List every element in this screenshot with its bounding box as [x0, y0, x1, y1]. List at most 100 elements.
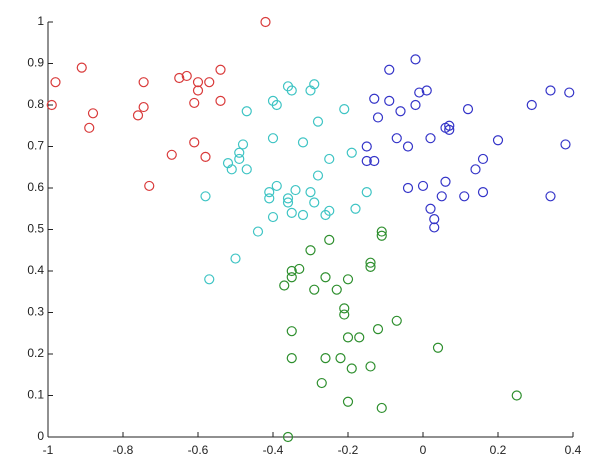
point	[402, 182, 414, 194]
point	[342, 274, 354, 285]
point	[181, 70, 192, 82]
point	[215, 64, 226, 75]
point	[335, 353, 346, 364]
x-tick-label: -0.4	[263, 443, 284, 457]
point	[226, 164, 237, 175]
x-tick-label: -0.2	[338, 443, 359, 457]
point	[234, 153, 245, 165]
point	[459, 191, 470, 202]
point	[189, 97, 200, 109]
point	[260, 16, 271, 28]
point	[297, 209, 309, 221]
point	[282, 193, 294, 204]
x-tick-label: 0.4	[565, 443, 582, 457]
point	[200, 191, 211, 202]
point	[320, 353, 331, 364]
y-tick-label: 0.5	[27, 222, 44, 236]
point	[440, 176, 451, 187]
point	[144, 180, 155, 192]
point	[309, 79, 320, 90]
point	[414, 87, 425, 98]
point	[312, 116, 324, 127]
point	[492, 135, 504, 146]
y-tick-label: 0.4	[27, 263, 44, 277]
y-tick-label: 0.6	[27, 180, 44, 194]
point	[350, 203, 361, 214]
point	[166, 149, 177, 160]
point	[560, 139, 571, 150]
point	[234, 147, 245, 158]
y-tick-label: 0.2	[27, 346, 44, 360]
y-tick-label: 0.8	[27, 97, 44, 111]
point	[204, 77, 215, 88]
point	[361, 155, 372, 167]
point	[230, 253, 241, 264]
point	[564, 87, 575, 98]
point	[320, 272, 331, 283]
point	[241, 164, 252, 175]
point	[365, 261, 376, 272]
point	[444, 124, 455, 135]
point	[132, 110, 144, 121]
x-tick-label: -0.8	[113, 443, 134, 457]
point	[309, 197, 320, 208]
x-tick-label: -1	[43, 443, 54, 457]
point	[294, 263, 305, 275]
point	[369, 155, 380, 167]
point	[331, 284, 342, 295]
point	[204, 274, 215, 285]
point	[324, 153, 335, 165]
point	[354, 332, 365, 343]
point	[282, 197, 294, 208]
point	[429, 214, 440, 225]
point	[410, 99, 421, 111]
point	[286, 272, 297, 283]
point	[290, 184, 301, 196]
y-tick-label: 0.7	[27, 139, 44, 153]
point	[309, 284, 320, 295]
point	[271, 180, 282, 192]
point	[189, 137, 200, 148]
point	[436, 191, 447, 202]
point	[138, 101, 149, 113]
x-tick-label: 0.2	[490, 443, 507, 457]
point	[425, 133, 436, 144]
y-tick-label: 1	[37, 14, 44, 28]
point	[192, 77, 204, 88]
point	[346, 147, 357, 158]
point	[477, 153, 489, 165]
point	[361, 141, 372, 152]
point	[237, 139, 249, 150]
point	[252, 226, 264, 237]
point	[192, 85, 204, 96]
point	[200, 151, 211, 162]
point	[279, 280, 290, 291]
point	[339, 309, 350, 320]
point	[425, 203, 436, 214]
point	[526, 99, 537, 111]
point	[267, 211, 279, 223]
point	[391, 133, 402, 144]
point	[395, 106, 406, 117]
point	[286, 265, 297, 277]
point	[384, 95, 395, 106]
point	[342, 332, 354, 343]
point	[470, 164, 481, 175]
point	[376, 402, 387, 414]
point	[462, 104, 474, 115]
point	[50, 77, 61, 88]
point	[267, 133, 279, 144]
point	[421, 85, 432, 96]
point	[365, 257, 376, 268]
y-tick-label: 0.9	[27, 56, 44, 70]
point	[545, 191, 556, 202]
point	[305, 187, 316, 198]
point	[376, 226, 387, 237]
y-tick-label: 0.1	[27, 388, 44, 402]
point	[241, 106, 252, 117]
point	[316, 377, 327, 389]
point	[282, 431, 294, 443]
point	[372, 324, 384, 335]
point	[305, 245, 316, 256]
